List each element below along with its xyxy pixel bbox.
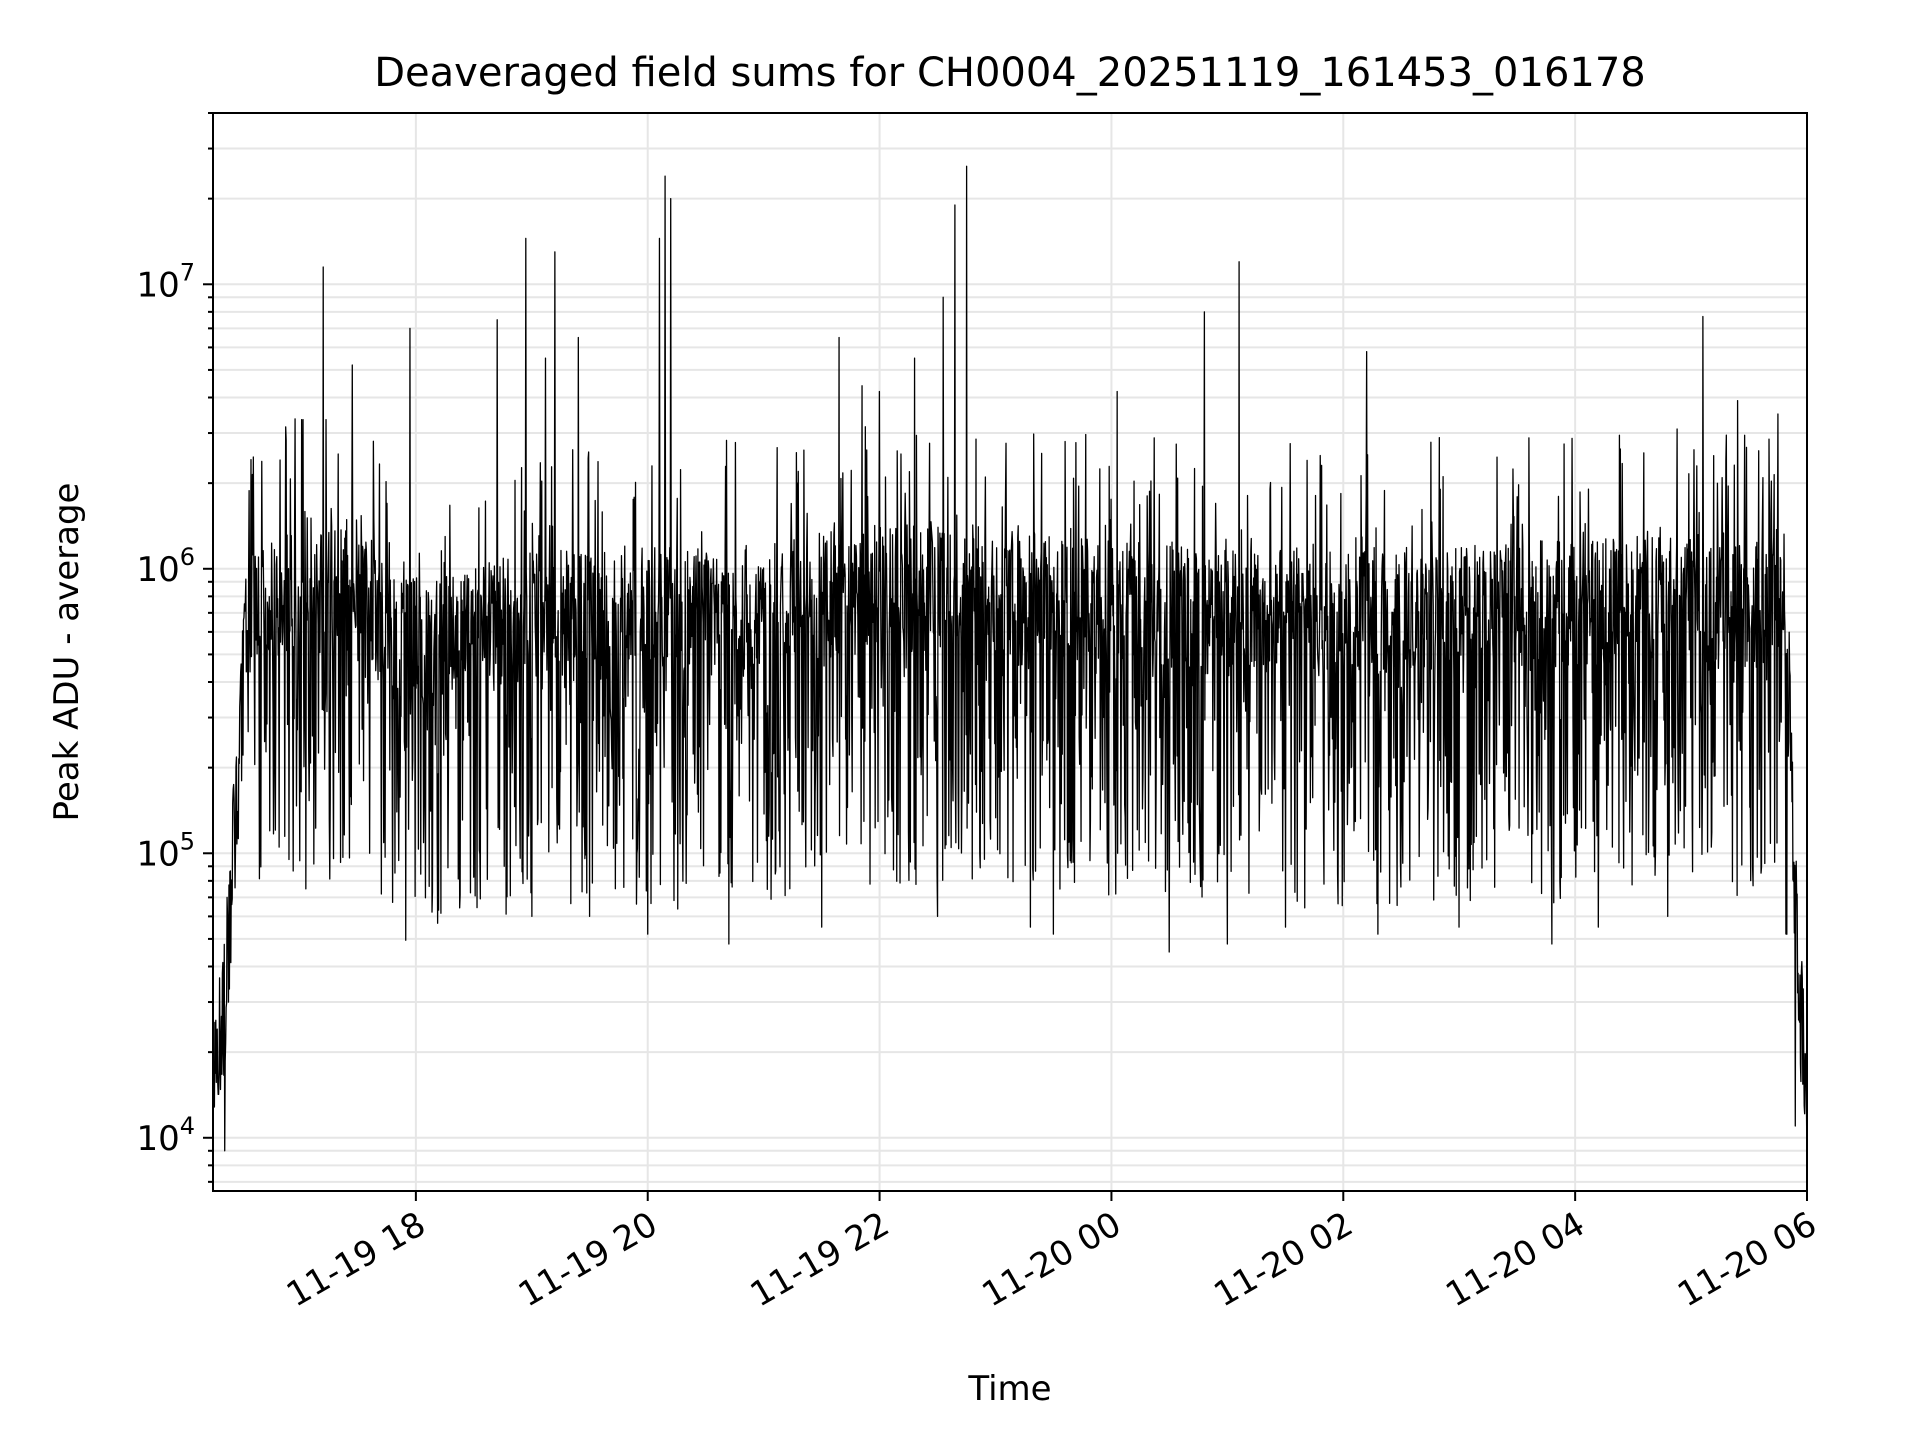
y-tick-label: 107 [136, 258, 195, 305]
series-line [212, 165, 1808, 1168]
x-axis-label: Time [967, 1369, 1051, 1409]
y-tick-label: 105 [136, 827, 195, 874]
chart-title: Deaveraged field sums for CH0004_2025111… [374, 50, 1646, 96]
y-tick-label: 104 [136, 1112, 195, 1159]
y-tick-label: 106 [136, 543, 195, 590]
data-layer [212, 165, 1808, 1168]
plot-area-frame [212, 112, 1808, 1192]
y-axis-label: Peak ADU - average [47, 483, 87, 822]
